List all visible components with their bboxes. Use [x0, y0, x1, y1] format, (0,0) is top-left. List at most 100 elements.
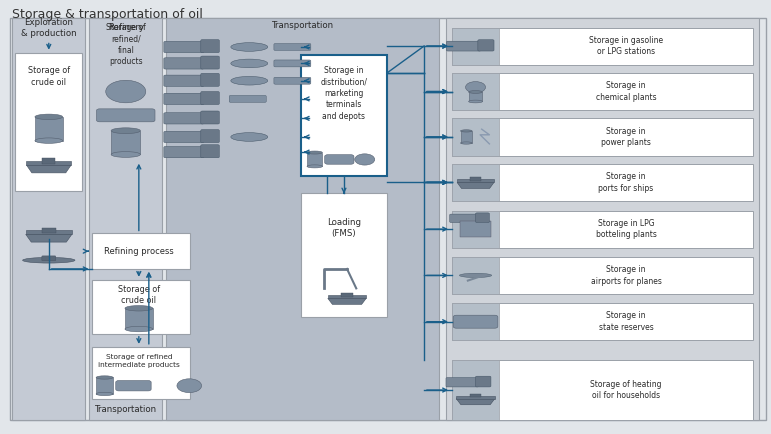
Ellipse shape	[111, 128, 140, 134]
FancyBboxPatch shape	[457, 179, 494, 182]
Text: Storage in
power plants: Storage in power plants	[601, 127, 651, 147]
Circle shape	[106, 80, 146, 103]
FancyBboxPatch shape	[449, 214, 479, 223]
Text: Transportation: Transportation	[95, 405, 157, 414]
Ellipse shape	[96, 392, 113, 396]
FancyBboxPatch shape	[476, 376, 491, 387]
Ellipse shape	[111, 151, 140, 158]
FancyBboxPatch shape	[470, 394, 481, 398]
FancyBboxPatch shape	[96, 109, 155, 122]
Ellipse shape	[307, 165, 322, 168]
FancyBboxPatch shape	[478, 40, 494, 51]
FancyBboxPatch shape	[460, 221, 491, 237]
FancyBboxPatch shape	[35, 117, 62, 141]
Ellipse shape	[469, 91, 483, 93]
FancyBboxPatch shape	[452, 360, 500, 420]
FancyBboxPatch shape	[164, 132, 204, 143]
FancyBboxPatch shape	[125, 308, 153, 329]
Ellipse shape	[231, 43, 268, 51]
FancyBboxPatch shape	[96, 378, 113, 394]
FancyBboxPatch shape	[164, 93, 204, 105]
Ellipse shape	[469, 100, 483, 103]
Polygon shape	[456, 399, 495, 405]
FancyBboxPatch shape	[452, 210, 500, 248]
Ellipse shape	[35, 114, 62, 120]
FancyBboxPatch shape	[116, 381, 151, 391]
FancyBboxPatch shape	[452, 164, 500, 201]
FancyBboxPatch shape	[164, 75, 204, 86]
FancyBboxPatch shape	[446, 378, 479, 387]
FancyBboxPatch shape	[452, 257, 752, 294]
FancyBboxPatch shape	[15, 53, 82, 191]
Ellipse shape	[125, 326, 153, 332]
FancyBboxPatch shape	[164, 147, 204, 158]
FancyBboxPatch shape	[92, 280, 190, 334]
FancyBboxPatch shape	[200, 73, 219, 86]
FancyBboxPatch shape	[452, 210, 752, 248]
Text: Storage in
chemical plants: Storage in chemical plants	[596, 81, 656, 102]
FancyBboxPatch shape	[452, 360, 752, 420]
Text: Storage & transportation of oil: Storage & transportation of oil	[12, 9, 203, 21]
FancyBboxPatch shape	[164, 58, 204, 69]
FancyBboxPatch shape	[301, 55, 387, 176]
FancyBboxPatch shape	[200, 111, 219, 124]
Text: Loading
(FMS): Loading (FMS)	[327, 217, 361, 238]
FancyBboxPatch shape	[342, 293, 353, 297]
Circle shape	[177, 379, 201, 393]
FancyBboxPatch shape	[452, 118, 752, 155]
FancyBboxPatch shape	[164, 113, 204, 124]
FancyBboxPatch shape	[200, 130, 219, 143]
FancyBboxPatch shape	[274, 60, 311, 67]
Text: Refining process: Refining process	[104, 247, 173, 256]
FancyBboxPatch shape	[452, 257, 500, 294]
Ellipse shape	[231, 59, 268, 68]
Text: Exploration
& production: Exploration & production	[21, 18, 76, 38]
Ellipse shape	[22, 257, 75, 263]
Polygon shape	[457, 182, 494, 188]
Polygon shape	[25, 234, 72, 242]
FancyBboxPatch shape	[452, 164, 752, 201]
FancyBboxPatch shape	[164, 41, 204, 53]
Text: Storage in
airports for planes: Storage in airports for planes	[591, 265, 662, 286]
Text: Storage of heating
oil for households: Storage of heating oil for households	[591, 380, 662, 400]
Circle shape	[466, 82, 486, 93]
FancyBboxPatch shape	[301, 193, 387, 316]
FancyBboxPatch shape	[12, 18, 86, 420]
FancyBboxPatch shape	[42, 228, 56, 233]
Ellipse shape	[460, 273, 492, 278]
FancyBboxPatch shape	[325, 155, 354, 164]
FancyBboxPatch shape	[92, 347, 190, 399]
FancyBboxPatch shape	[452, 73, 500, 110]
FancyBboxPatch shape	[42, 256, 56, 261]
FancyBboxPatch shape	[10, 18, 766, 420]
Text: Storage in
ports for ships: Storage in ports for ships	[598, 172, 654, 193]
Text: Storage of refined
intermediate products: Storage of refined intermediate products	[98, 355, 180, 368]
FancyBboxPatch shape	[26, 161, 71, 165]
FancyBboxPatch shape	[89, 18, 163, 420]
FancyBboxPatch shape	[452, 118, 500, 155]
FancyBboxPatch shape	[452, 303, 752, 340]
FancyBboxPatch shape	[167, 18, 439, 420]
FancyBboxPatch shape	[452, 303, 500, 340]
FancyBboxPatch shape	[446, 41, 481, 51]
Ellipse shape	[460, 142, 472, 144]
Polygon shape	[328, 298, 366, 304]
Ellipse shape	[96, 376, 113, 379]
FancyBboxPatch shape	[111, 131, 140, 155]
Ellipse shape	[307, 151, 322, 154]
FancyBboxPatch shape	[200, 145, 219, 158]
Ellipse shape	[460, 130, 472, 132]
FancyBboxPatch shape	[456, 396, 495, 399]
Text: Storage in
state reserves: Storage in state reserves	[598, 312, 653, 332]
Ellipse shape	[125, 306, 153, 311]
Polygon shape	[26, 165, 71, 173]
FancyBboxPatch shape	[452, 73, 752, 110]
FancyBboxPatch shape	[229, 95, 266, 102]
FancyBboxPatch shape	[274, 43, 311, 50]
Text: Transportation: Transportation	[271, 21, 334, 30]
FancyBboxPatch shape	[446, 18, 759, 420]
FancyBboxPatch shape	[42, 158, 56, 164]
FancyBboxPatch shape	[200, 39, 219, 53]
Text: Storage of
crude oil: Storage of crude oil	[118, 285, 160, 305]
Ellipse shape	[231, 76, 268, 85]
